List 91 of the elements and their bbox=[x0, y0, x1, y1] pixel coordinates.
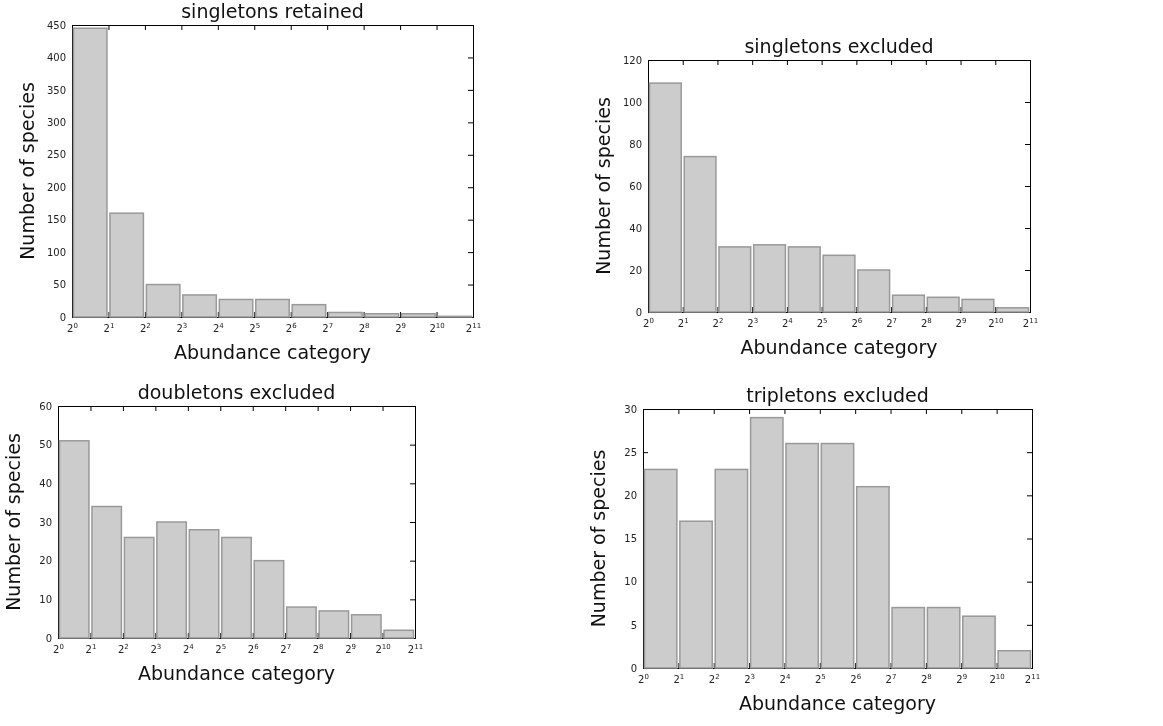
x-tick-label: 2$^{11}$ bbox=[407, 643, 424, 656]
x-tick-label: 2$^{8}$ bbox=[920, 317, 932, 330]
x-tick-label: 2$^{6}$ bbox=[285, 322, 298, 335]
y-tick-label: 10 bbox=[39, 594, 52, 606]
x-tick-label: 2$^{8}$ bbox=[920, 673, 932, 686]
x-tick-label: 2$^{1}$ bbox=[673, 673, 685, 686]
x-axis-title: Abundance category bbox=[137, 662, 336, 684]
x-tick-label: 2$^{7}$ bbox=[885, 673, 897, 686]
y-axis-title: Number of species bbox=[592, 97, 614, 275]
x-tick-label: 2$^{3}$ bbox=[747, 317, 759, 330]
x-tick-label: 2$^{2}$ bbox=[708, 673, 720, 686]
x-tick-label: 2$^{9}$ bbox=[395, 322, 407, 335]
x-tick-label: 2$^{10}$ bbox=[375, 643, 391, 656]
x-tick-label: 2$^{6}$ bbox=[247, 643, 260, 656]
x-tick-label: 2$^{8}$ bbox=[358, 322, 370, 335]
y-tick-label: 0 bbox=[630, 662, 637, 674]
x-tick-label: 2$^{4}$ bbox=[781, 317, 794, 330]
x-tick-label: 2$^{3}$ bbox=[744, 673, 756, 686]
y-tick-label: 300 bbox=[46, 117, 66, 129]
y-tick-label: 25 bbox=[624, 446, 637, 458]
y-tick-label: 0 bbox=[59, 311, 66, 323]
x-tick-label: 2$^{0}$ bbox=[67, 322, 78, 335]
x-tick-label: 2$^{1}$ bbox=[85, 643, 97, 656]
x-tick-label: 2$^{9}$ bbox=[345, 643, 357, 656]
y-tick-label: 50 bbox=[39, 439, 52, 451]
y-axis-title: Number of species bbox=[16, 82, 38, 260]
x-tick-label: 2$^{11}$ bbox=[1024, 673, 1041, 686]
x-tick-label: 2$^{9}$ bbox=[955, 317, 967, 330]
x-tick-label: 2$^{5}$ bbox=[816, 317, 828, 330]
chart-title: tripletons excluded bbox=[746, 384, 929, 406]
y-tick-label: 15 bbox=[624, 533, 637, 545]
y-tick-label: 250 bbox=[46, 149, 66, 161]
y-tick-label: 50 bbox=[53, 279, 66, 291]
chart-title: doubletons excluded bbox=[137, 381, 336, 403]
y-tick-label: 60 bbox=[39, 400, 52, 412]
y-tick-label: 20 bbox=[624, 490, 637, 502]
x-tick-label: 2$^{7}$ bbox=[280, 643, 292, 656]
y-axis-title: Number of species bbox=[2, 433, 24, 611]
y-tick-label: 40 bbox=[629, 222, 642, 234]
x-tick-label: 2$^{3}$ bbox=[176, 322, 188, 335]
chart-title: singletons retained bbox=[181, 0, 364, 22]
x-tick-label: 2$^{9}$ bbox=[956, 673, 968, 686]
y-tick-label: 350 bbox=[46, 84, 66, 96]
x-tick-label: 2$^{0}$ bbox=[643, 317, 654, 330]
y-tick-label: 40 bbox=[39, 478, 52, 490]
x-tick-label: 2$^{4}$ bbox=[779, 673, 791, 686]
chart-title: singletons excluded bbox=[744, 35, 934, 57]
y-tick-label: 450 bbox=[46, 19, 66, 31]
y-tick-label: 10 bbox=[624, 576, 637, 588]
x-tick-label: 2$^{11}$ bbox=[465, 322, 482, 335]
x-tick-label: 2$^{10}$ bbox=[429, 322, 445, 335]
y-tick-label: 0 bbox=[45, 632, 52, 644]
y-tick-label: 30 bbox=[39, 516, 52, 528]
y-axis-title: Number of species bbox=[587, 449, 609, 628]
y-tick-label: 400 bbox=[46, 52, 66, 64]
x-tick-label: 2$^{2}$ bbox=[139, 322, 151, 335]
y-tick-label: 100 bbox=[622, 96, 642, 108]
x-axis-title: Abundance category bbox=[738, 692, 937, 714]
x-tick-label: 2$^{5}$ bbox=[215, 643, 227, 656]
x-tick-label: 2$^{2}$ bbox=[712, 317, 724, 330]
x-tick-label: 2$^{10}$ bbox=[989, 673, 1005, 686]
x-tick-label: 2$^{10}$ bbox=[988, 317, 1004, 330]
x-axis-title: Abundance category bbox=[740, 336, 938, 358]
x-tick-label: 2$^{6}$ bbox=[851, 317, 863, 330]
x-tick-label: 2$^{11}$ bbox=[1022, 317, 1039, 330]
y-tick-label: 80 bbox=[629, 138, 642, 150]
x-tick-label: 2$^{0}$ bbox=[53, 643, 64, 656]
y-tick-label: 0 bbox=[635, 306, 642, 318]
x-tick-label: 2$^{4}$ bbox=[212, 322, 225, 335]
x-tick-label: 2$^{2}$ bbox=[117, 643, 129, 656]
x-tick-label: 2$^{7}$ bbox=[322, 322, 334, 335]
y-tick-label: 20 bbox=[629, 264, 642, 276]
y-tick-label: 60 bbox=[629, 180, 642, 192]
x-tick-label: 2$^{5}$ bbox=[814, 673, 826, 686]
y-tick-label: 30 bbox=[624, 403, 637, 415]
y-tick-label: 200 bbox=[46, 181, 66, 193]
y-tick-label: 20 bbox=[39, 555, 52, 567]
x-tick-label: 2$^{4}$ bbox=[182, 643, 195, 656]
x-tick-label: 2$^{3}$ bbox=[150, 643, 162, 656]
x-axis-title: Abundance category bbox=[173, 341, 372, 363]
y-tick-label: 5 bbox=[630, 619, 637, 631]
x-tick-label: 2$^{5}$ bbox=[249, 322, 261, 335]
x-tick-label: 2$^{7}$ bbox=[886, 317, 898, 330]
y-tick-label: 120 bbox=[622, 54, 642, 66]
x-tick-label: 2$^{1}$ bbox=[103, 322, 115, 335]
x-tick-label: 2$^{0}$ bbox=[638, 673, 649, 686]
x-tick-label: 2$^{6}$ bbox=[850, 673, 862, 686]
y-tick-label: 150 bbox=[46, 214, 66, 226]
y-tick-label: 100 bbox=[46, 246, 66, 258]
x-tick-label: 2$^{8}$ bbox=[312, 643, 324, 656]
x-tick-label: 2$^{1}$ bbox=[677, 317, 689, 330]
